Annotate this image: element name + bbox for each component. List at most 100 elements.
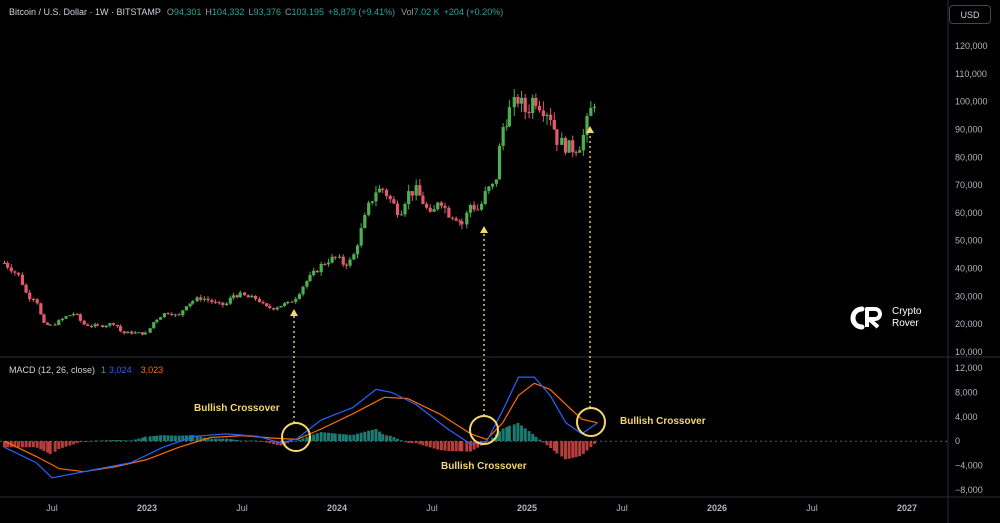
price-candle: [439, 202, 443, 206]
macd-axis-tick-label: 0: [955, 436, 960, 446]
price-candle: [118, 326, 123, 332]
macd-histogram-bar: [407, 441, 411, 444]
macd-histogram-bar: [333, 433, 337, 442]
macd-histogram-bar: [75, 441, 79, 444]
close-label: C: [285, 7, 292, 17]
price-candle: [170, 313, 174, 315]
annotation-circle: [576, 407, 606, 437]
macd-histogram-bar: [341, 434, 345, 442]
macd-histogram-bar: [53, 441, 57, 452]
macd-histogram-bar: [396, 438, 400, 442]
price-candle: [122, 331, 126, 334]
price-candle: [42, 314, 46, 323]
macd-histogram-bar: [527, 431, 531, 442]
crypto-rover-icon: [850, 306, 882, 330]
price-candle: [48, 324, 52, 326]
annotation-circle: [469, 415, 499, 445]
price-candle: [384, 189, 389, 196]
price-candle: [282, 303, 287, 306]
macd-histogram-bar: [115, 440, 119, 442]
macd-histogram-bar: [141, 437, 145, 442]
macd-histogram-bar: [581, 441, 585, 454]
price-candle: [447, 207, 451, 218]
annotation-bullish-crossover-3: Bullish Crossover: [620, 416, 706, 427]
macd-histogram-bar: [468, 441, 472, 452]
macd-histogram-bar: [381, 434, 385, 442]
price-candle: [589, 107, 593, 116]
macd-histogram-bar: [290, 441, 294, 443]
close-value: 103,195: [291, 7, 325, 17]
macd-histogram-bar: [68, 441, 72, 446]
macd-histogram-bar: [96, 440, 100, 442]
macd-histogram-bar: [6, 441, 10, 448]
macd-histogram-bar: [392, 437, 396, 442]
price-candle: [421, 195, 425, 204]
price-candle: [472, 205, 476, 210]
price-axis-tick-label: 90,000: [955, 124, 983, 134]
macd-histogram-bar: [155, 435, 159, 442]
macd-histogram-bar: [578, 441, 582, 457]
macd-histogram-bar: [428, 441, 432, 448]
macd-histogram-bar: [217, 438, 221, 442]
macd-histogram-bar: [472, 441, 476, 450]
macd-histogram-bar: [491, 437, 495, 442]
price-candle: [16, 272, 21, 275]
macd-histogram-bar: [487, 440, 491, 442]
price-candle: [141, 332, 145, 335]
macd-histogram-bar: [439, 441, 443, 451]
time-axis-tick-label: 2023: [137, 503, 157, 513]
macd-histogram-bar: [170, 435, 174, 442]
price-candle: [567, 140, 571, 153]
macd-histogram-bar: [403, 441, 407, 442]
currency-button[interactable]: USD: [949, 5, 991, 24]
logo-line1: Crypto: [892, 306, 922, 317]
macd-histogram-bar: [191, 435, 195, 442]
macd-histogram-bar: [42, 441, 46, 451]
price-candle: [578, 150, 582, 153]
price-candle: [115, 324, 120, 327]
macd-histogram-bar: [93, 440, 97, 442]
macd-histogram-bar: [152, 435, 156, 442]
price-candle: [126, 331, 130, 334]
price-candle: [275, 307, 279, 310]
price-candle: [377, 188, 382, 193]
price-candle: [195, 297, 199, 302]
price-candle: [39, 303, 43, 315]
macd-histogram-bar: [507, 425, 511, 442]
price-candle: [541, 110, 545, 117]
macd-legend-hist: 1: [101, 365, 107, 375]
price-candle: [490, 183, 495, 187]
time-axis-tick-label: Jul: [426, 503, 438, 513]
price-candle: [231, 295, 236, 298]
price-candle: [184, 306, 189, 311]
macd-histogram-bar: [352, 434, 356, 442]
macd-histogram-bar: [585, 441, 589, 451]
macd-histogram-bar: [432, 441, 436, 449]
price-candle: [374, 192, 378, 202]
price-candle: [585, 115, 589, 135]
macd-histogram-bar: [265, 441, 269, 443]
macd-line: [4, 376, 598, 479]
macd-histogram-bar: [101, 440, 105, 442]
price-candle: [501, 127, 505, 146]
price-candle: [443, 205, 447, 208]
time-axis-tick-label: 2026: [707, 503, 727, 513]
price-candle: [545, 114, 549, 117]
price-candle: [487, 186, 491, 192]
macd-histogram-bar: [235, 440, 239, 442]
macd-histogram-bar: [39, 441, 43, 450]
macd-histogram-bar: [549, 441, 553, 449]
price-axis-tick-label: 30,000: [955, 291, 983, 301]
macd-histogram-bar: [560, 441, 564, 457]
macd-histogram-bar: [374, 428, 378, 442]
macd-histogram-bar: [537, 439, 541, 442]
macd-histogram-bar: [159, 435, 163, 442]
macd-axis-tick-label: 8,000: [955, 387, 978, 397]
macd-histogram-bar: [447, 441, 451, 452]
time-axis-tick-label: Jul: [236, 503, 248, 513]
price-candle: [458, 220, 462, 222]
price-candle: [24, 284, 28, 293]
annotation-bullish-crossover-1: Bullish Crossover: [194, 403, 280, 414]
macd-histogram-bar: [122, 440, 126, 442]
macd-histogram-bar: [512, 424, 516, 442]
